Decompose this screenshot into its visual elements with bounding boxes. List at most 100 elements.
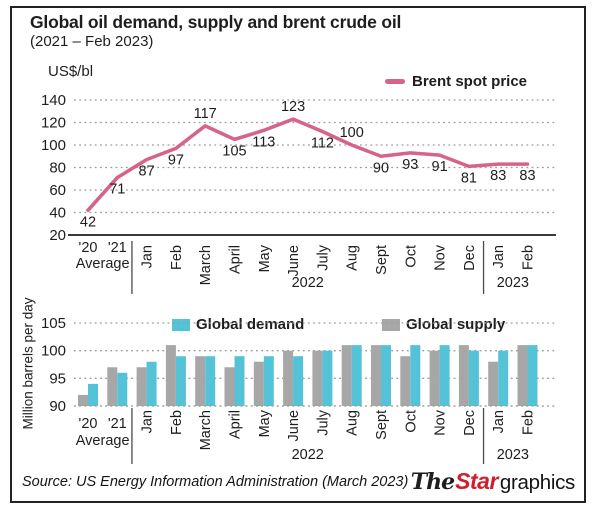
bar-global-demand [293, 356, 304, 406]
data-label: 83 [519, 168, 535, 184]
x-tick-label: Oct [403, 410, 419, 433]
bar-global-demand [322, 350, 333, 406]
y-tick-label: 95 [49, 370, 66, 387]
bar-global-supply [283, 350, 294, 406]
x-tick-label: '21 [108, 240, 127, 256]
data-label: 93 [402, 157, 418, 173]
x-tick-label: Jan [491, 410, 507, 433]
bar-global-demand [439, 345, 450, 406]
x-tick-label: Jan [140, 410, 156, 433]
x-tick-label: Aug [345, 410, 361, 436]
data-label: 87 [139, 164, 155, 180]
x-tick-label: '21 [108, 416, 127, 432]
demand-supply-bar-chart: 105 100 95 90 '20 '21 Jan Feb March April May June J… [41, 315, 556, 464]
bar-global-demand [205, 356, 216, 406]
y-tick-label: 140 [41, 92, 66, 109]
y-tick-label: 20 [49, 227, 66, 244]
bar-global-demand [146, 361, 157, 406]
x-axis: '20 '21 Jan Feb March April May June July Aug Sept… [76, 408, 537, 464]
x-tick-label: April [228, 245, 244, 274]
y-tick-label: 120 [41, 115, 66, 132]
bar-global-supply [517, 345, 528, 406]
x-tick-label: Sept [374, 410, 390, 440]
bar-global-supply [253, 361, 264, 406]
x-tick-label: Nov [433, 409, 449, 436]
x-tick-label: Jan [140, 245, 156, 268]
data-label: 90 [373, 160, 389, 176]
data-label: 42 [80, 214, 96, 230]
gridlines: 140 120 100 80 60 40 20 [41, 92, 556, 244]
y-tick-label: 100 [41, 343, 66, 360]
x-tick-label: July [315, 244, 331, 271]
data-label: 71 [109, 182, 125, 198]
x-axis-group-label: 2023 [497, 275, 529, 291]
data-label: 105 [222, 143, 246, 159]
bar-global-demand [468, 350, 479, 406]
x-tick-label: Aug [345, 245, 361, 271]
x-tick-label: Oct [403, 245, 419, 268]
brent-line-legend-label: Brent spot price [412, 73, 528, 90]
y-tick-label: 100 [41, 137, 66, 154]
x-tick-label: Feb [169, 245, 185, 270]
bar-global-supply [136, 367, 147, 406]
supply-legend-swatch-icon [382, 318, 400, 331]
y-tick-label: 90 [49, 398, 66, 415]
bar-global-supply [488, 361, 499, 406]
x-tick-label: June [286, 410, 302, 441]
logo-graphics: graphics [499, 471, 575, 494]
x-tick-label: Feb [521, 410, 537, 435]
bar-global-supply [400, 356, 411, 406]
y-tick-label: 80 [49, 160, 66, 177]
x-tick-label: Dec [462, 245, 478, 271]
data-label: 112 [311, 136, 334, 152]
x-axis-group-label: 2022 [292, 275, 324, 291]
x-tick-label: April [228, 410, 244, 439]
x-tick-label: March [198, 410, 214, 450]
logo-star: Star [455, 468, 498, 494]
x-axis-group-label: 2023 [497, 447, 529, 463]
x-tick-label: Nov [433, 244, 449, 271]
data-label: 91 [432, 159, 448, 175]
x-axis-group-label: Average [76, 256, 130, 272]
bar-global-demand [527, 345, 538, 406]
x-tick-label: Feb [521, 245, 537, 270]
bar-global-demand [410, 345, 421, 406]
bar-legend-demand: Global demand [168, 316, 309, 333]
x-tick-label: May [257, 409, 273, 437]
data-label: 117 [194, 106, 217, 122]
source-note: Source: US Energy Information Administra… [22, 474, 409, 490]
page-title: Global oil demand, supply and brent crud… [30, 12, 402, 32]
bar-global-supply [458, 345, 469, 406]
bar-global-demand [234, 356, 245, 406]
x-tick-label: '20 [79, 416, 98, 432]
bar-global-demand [381, 345, 391, 406]
x-tick-label: May [257, 244, 273, 272]
page-subtitle: (2021 – Feb 2023) [30, 33, 154, 50]
x-axis-group-label: 2022 [292, 447, 324, 463]
bar-global-supply [312, 350, 323, 406]
brent-price-line-chart: 140 120 100 80 60 40 20 '20 '21 Jan Feb March April M… [41, 92, 556, 294]
bar-global-supply [371, 345, 381, 406]
bar-global-supply [165, 345, 176, 406]
line-chart-legend: Brent spot price [383, 73, 530, 90]
demand-legend-label: Global demand [196, 316, 305, 333]
demand-legend-swatch-icon [172, 318, 190, 331]
brent-line-legend-icon [385, 79, 405, 84]
x-tick-label: Feb [169, 410, 185, 435]
x-tick-label: Jan [491, 245, 507, 268]
data-label: 81 [461, 170, 477, 186]
data-labels: 42 71 87 97 117 105 113 123 112 100 90 93 91 81 83 83 [80, 99, 536, 230]
bar-global-supply [107, 367, 118, 406]
x-tick-label: Sept [374, 245, 390, 275]
data-label: 97 [168, 152, 184, 168]
bar-global-supply [224, 367, 235, 406]
y-tick-label: 105 [41, 315, 66, 332]
bar-global-supply [341, 345, 352, 406]
data-label: 113 [252, 134, 275, 150]
bar-legend-supply: Global supply [378, 316, 510, 333]
bar-global-supply [195, 356, 206, 406]
bars [78, 345, 538, 406]
bar-global-supply [78, 394, 88, 406]
x-tick-label: June [286, 245, 302, 276]
bar-global-demand [351, 345, 362, 406]
